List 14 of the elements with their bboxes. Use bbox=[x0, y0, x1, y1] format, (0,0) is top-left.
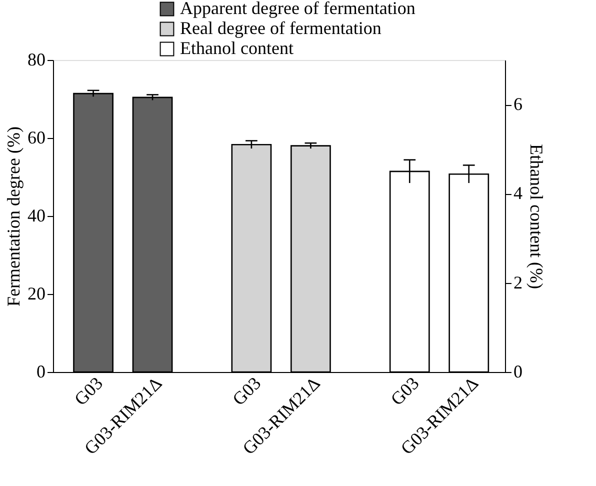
y-tick-label: 0 bbox=[36, 362, 46, 382]
y2-axis-title: Ethanol content (%) bbox=[526, 144, 546, 289]
y-tick-label: 60 bbox=[28, 128, 46, 148]
legend-label: Apparent degree of fermentation bbox=[180, 0, 416, 18]
y2-tick-label: 6 bbox=[514, 94, 522, 114]
y-axis-title: Fermentation degree (%) bbox=[4, 126, 24, 306]
y-tick-label: 80 bbox=[28, 50, 46, 70]
y2-tick-label: 0 bbox=[514, 362, 522, 382]
y2-tick-label: 4 bbox=[514, 183, 522, 204]
legend-label: Ethanol content bbox=[180, 38, 294, 58]
y-tick-label: 20 bbox=[28, 284, 46, 304]
y2-tick-label: 2 bbox=[514, 272, 522, 292]
legend-label: Real degree of fermentation bbox=[180, 18, 382, 38]
y-tick-label: 40 bbox=[28, 206, 46, 226]
